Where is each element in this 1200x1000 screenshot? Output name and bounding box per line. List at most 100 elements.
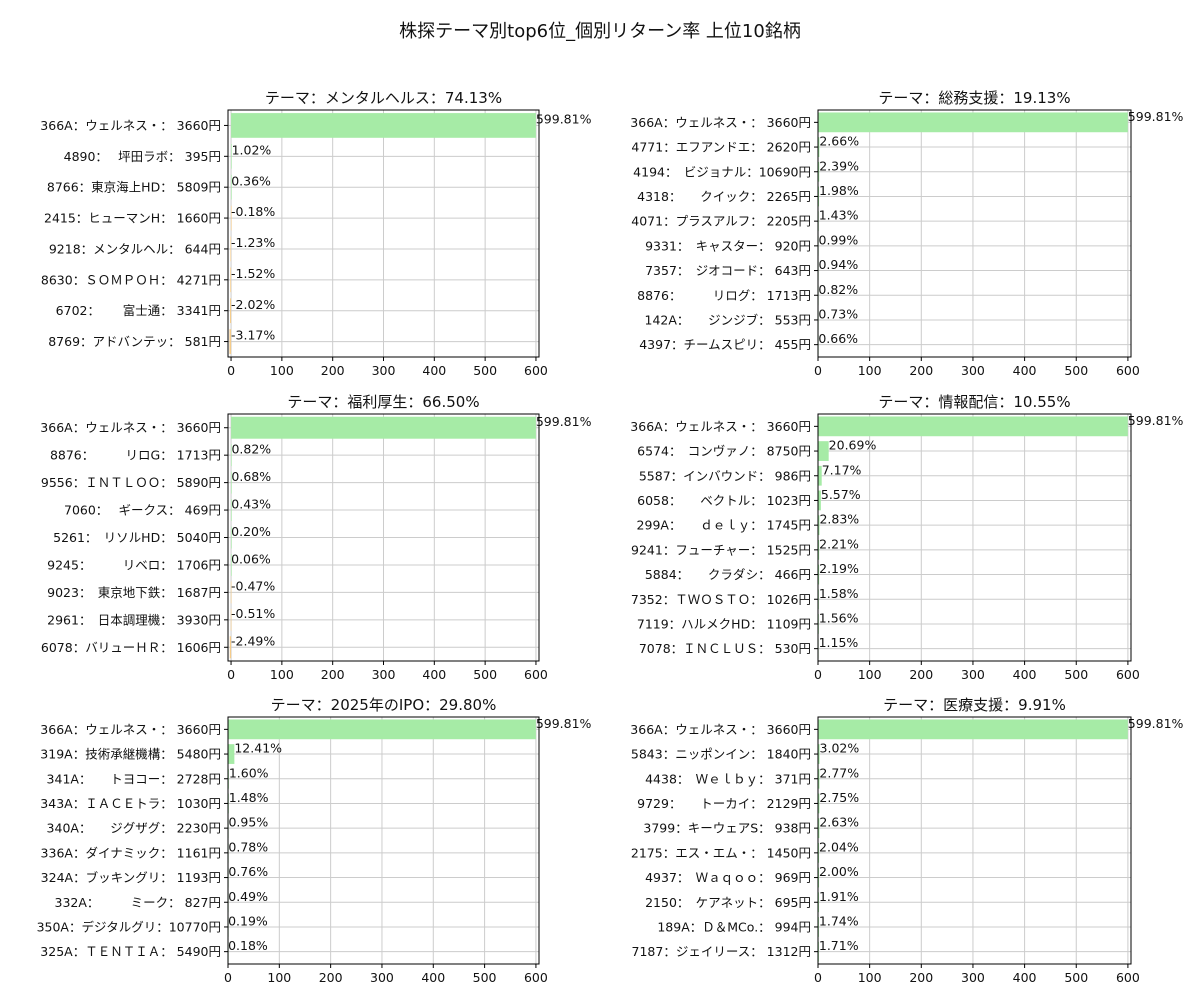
- axes-frame: [817, 413, 1132, 662]
- data-label: 2.63%: [819, 815, 859, 830]
- data-label: 5.57%: [821, 487, 861, 502]
- x-tick-label: 500: [1064, 970, 1088, 985]
- y-tick-label: 366A：ウェルネス・： 3660円: [630, 722, 811, 737]
- data-label: -0.18%: [231, 204, 275, 219]
- data-label: 0.36%: [231, 173, 271, 188]
- chart-title: テーマ：福利厚生：66.50%: [287, 393, 479, 411]
- bar: [230, 205, 232, 231]
- data-label: 2.21%: [819, 536, 859, 551]
- bar: [818, 719, 1128, 740]
- data-label: 0.73%: [818, 306, 858, 321]
- data-label: 1.43%: [819, 208, 859, 223]
- y-tick-label: 142A： ジンジブ： 553円: [645, 312, 812, 327]
- chart-title: テーマ：情報配信：10.55%: [878, 393, 1070, 411]
- bar: [818, 186, 820, 207]
- bar: [229, 636, 232, 659]
- x-tick-label: 300: [961, 970, 985, 985]
- y-tick-label: 343A：ＩＡＣＥトラ： 1030円: [40, 796, 221, 811]
- data-label: -1.52%: [231, 266, 275, 281]
- bar: [230, 236, 232, 262]
- chart-title: テーマ：総務支援：19.13%: [878, 89, 1070, 107]
- y-tick-label: 4194： ビジョナル：10690円: [633, 164, 811, 179]
- bar: [230, 267, 232, 293]
- axes-frame: [817, 716, 1132, 965]
- data-label: 599.81%: [1128, 413, 1184, 428]
- chart-panel: 599.81% 20.69% 7.17% 5.57% 2.83% 2.21% 2.19% 1.…: [630, 393, 1183, 682]
- data-label: 0.95%: [228, 815, 268, 830]
- y-tick-label: 4771：エフアンドエ： 2620円: [631, 140, 811, 155]
- y-tick-label: 3799：キーウェアS： 938円: [643, 821, 811, 836]
- data-label: 1.98%: [819, 183, 859, 198]
- y-tick-label: 2175：エス・エム・： 1450円: [631, 845, 811, 860]
- data-label: -1.23%: [231, 235, 275, 250]
- bar: [228, 744, 235, 764]
- y-tick-label: 319A：技術承継機構： 5480円: [40, 747, 221, 762]
- x-tick-label: 0: [224, 970, 232, 985]
- y-tick-label: 336A：ダイナミック： 1161円: [41, 845, 221, 860]
- y-tick-label: 4318： クイック： 2265円: [637, 189, 811, 204]
- x-tick-label: 300: [372, 363, 396, 378]
- x-tick-label: 100: [858, 970, 882, 985]
- x-tick-label: 0: [814, 363, 822, 378]
- axes-frame: [817, 109, 1132, 358]
- x-tick-label: 200: [909, 667, 933, 682]
- x-tick-label: 500: [1064, 363, 1088, 378]
- bar: [231, 416, 536, 439]
- y-tick-label: 366A：ウェルネス・： 3660円: [40, 420, 221, 435]
- bar: [818, 564, 820, 585]
- chart-title: テーマ：メンタルヘルス：74.13%: [265, 89, 502, 107]
- y-tick-label: 7060： ギークス： 469円: [64, 503, 221, 518]
- x-tick-label: 200: [909, 363, 933, 378]
- data-label: 7.17%: [822, 462, 862, 477]
- data-label: 0.06%: [231, 551, 271, 566]
- data-label: 2.77%: [819, 765, 859, 780]
- bar: [231, 499, 232, 522]
- bar: [231, 113, 536, 138]
- x-tick-label: 200: [909, 970, 933, 985]
- x-tick-label: 400: [1013, 667, 1037, 682]
- y-tick-label: 9241：フューチャー： 1525円: [631, 542, 811, 557]
- data-label: 2.83%: [819, 512, 859, 527]
- y-tick-label: 340A： ジグザグ： 2230円: [47, 821, 221, 836]
- data-label: 0.82%: [231, 442, 271, 457]
- y-tick-label: 4397：チームスピリ： 455円: [639, 337, 811, 352]
- x-tick-label: 300: [370, 970, 394, 985]
- data-label: 2.04%: [819, 839, 859, 854]
- bar: [231, 526, 232, 549]
- y-tick-label: 366A：ウェルネス・： 3660円: [40, 118, 221, 133]
- data-label: 0.43%: [231, 496, 271, 511]
- y-tick-label: 2150： ケアネット： 695円: [645, 895, 811, 910]
- data-label: 0.94%: [818, 257, 858, 272]
- x-tick-label: 400: [422, 667, 446, 682]
- x-tick-label: 500: [473, 363, 497, 378]
- x-tick-label: 400: [1013, 363, 1037, 378]
- bar: [818, 842, 820, 863]
- y-tick-label: 189A：Ｄ＆MCo.： 994円: [657, 919, 811, 934]
- bar: [230, 581, 232, 604]
- data-label: 3.02%: [820, 741, 860, 756]
- x-tick-label: 200: [321, 363, 345, 378]
- bar: [231, 553, 232, 576]
- chart-panel: 599.81% 3.02% 2.77% 2.75% 2.63% 2.04% 2.00% 1.9…: [630, 696, 1183, 985]
- x-tick-label: 600: [1116, 363, 1140, 378]
- y-tick-label: 9245： リベロ： 1706円: [47, 557, 221, 572]
- y-tick-label: 332A： ミーク： 827円: [55, 895, 222, 910]
- x-tick-label: 600: [1116, 970, 1140, 985]
- bar: [818, 465, 822, 486]
- y-tick-label: 366A：ウェルネス・： 3660円: [630, 419, 811, 434]
- x-tick-label: 400: [422, 363, 446, 378]
- data-label: 12.41%: [234, 741, 282, 756]
- y-tick-label: 9023： 東京地下鉄： 1687円: [47, 585, 221, 600]
- data-label: 2.75%: [819, 790, 859, 805]
- y-tick-label: 341A： トヨコー： 2728円: [47, 771, 221, 786]
- y-tick-label: 6574： コンヴァノ： 8750円: [637, 444, 811, 459]
- y-tick-label: 7078：ＩＮＣＬＵＳ： 530円: [639, 641, 811, 656]
- y-tick-label: 7119：ハルメクHD： 1109円: [637, 616, 811, 631]
- bar: [818, 515, 820, 536]
- bar: [818, 768, 820, 789]
- bar: [818, 112, 1128, 133]
- bar: [231, 444, 232, 467]
- data-label: 599.81%: [536, 716, 592, 731]
- bar: [231, 471, 232, 494]
- x-tick-label: 200: [319, 970, 343, 985]
